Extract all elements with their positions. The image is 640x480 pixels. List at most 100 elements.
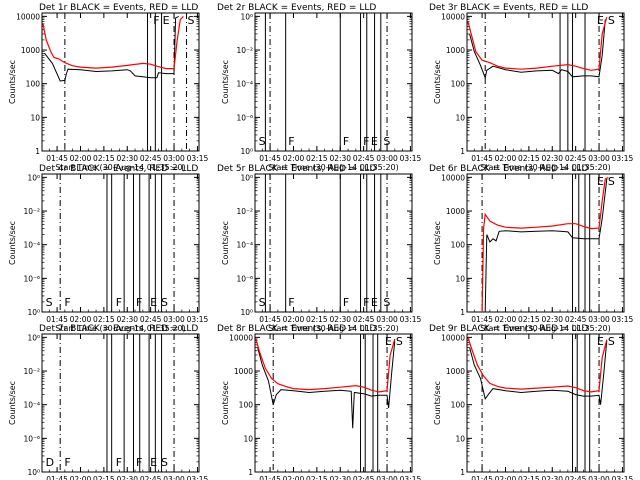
- y-tick-label: 1000: [446, 367, 465, 376]
- y-tick-label: 10: [455, 274, 465, 283]
- y-tick-label: 10000: [441, 173, 465, 182]
- events-series-line: [469, 340, 608, 405]
- x-tick-label: 02:30: [541, 475, 563, 480]
- panel-3: Det 3r BLACK = Events, RED = LLD 1 10 100 10…: [429, 3, 633, 172]
- y-tick-label: 10⁻²: [236, 207, 253, 216]
- y-tick-label: 100: [451, 80, 466, 89]
- flag-label: F: [363, 135, 369, 148]
- flag-label: F: [116, 456, 122, 469]
- x-tick-label: 02:15: [518, 475, 540, 480]
- x-tick-label: 03:15: [187, 154, 209, 163]
- x-tick-label: 03:00: [588, 315, 610, 324]
- x-tick-label: 02:30: [329, 475, 351, 480]
- x-tick-label: 01:45: [259, 315, 281, 324]
- x-tick-label: 03:00: [588, 475, 610, 480]
- x-tick-label: 03:15: [612, 154, 634, 163]
- panel-1: Det 1r BLACK = Events, RED = LLD 1 10 100 10…: [8, 3, 208, 172]
- x-axis-label: Start Time (30-Aug-14 01:35:20): [55, 163, 186, 172]
- x-tick-label: 03:15: [400, 154, 422, 163]
- y-tick-label: 10: [455, 113, 465, 122]
- y-axis-label: Counts/sec: [8, 381, 17, 425]
- x-tick-label: 02:45: [140, 475, 162, 480]
- x-tick-label: 03:00: [376, 475, 398, 480]
- panel-5: Det 5r BLACK = Events, RED = LLD10⁰10⁻⁶1…: [217, 164, 421, 333]
- x-tick-label: 02:45: [565, 475, 587, 480]
- x-tick-label: 02:00: [495, 475, 517, 480]
- flag-label: E: [385, 335, 392, 348]
- y-tick-label: 10⁰: [240, 12, 253, 21]
- y-tick-label: 10⁻⁴: [23, 401, 40, 410]
- x-tick-label: 02:30: [116, 315, 138, 324]
- flag-label: E: [597, 335, 604, 348]
- plot-frame: [254, 333, 413, 473]
- y-tick-label: 10000: [441, 333, 465, 342]
- x-tick-label: 02:00: [283, 475, 305, 480]
- y-tick-label: 1: [460, 308, 465, 317]
- x-tick-label: 02:00: [70, 475, 92, 480]
- flag-label: S: [259, 296, 266, 309]
- y-tick-label: 10⁰: [240, 173, 253, 182]
- x-tick-label: 02:00: [495, 154, 517, 163]
- y-tick-label: 10: [455, 434, 465, 443]
- flag-label: S: [608, 14, 615, 27]
- panel-title: Det 4r BLACK = Events, RED = LLD: [39, 164, 198, 174]
- flag-label: S: [46, 296, 53, 309]
- y-tick-label: 10⁻⁶: [236, 274, 253, 283]
- x-tick-label: 02:30: [329, 315, 351, 324]
- panel-8: Det 8r BLACK = Events, RED = LLD 1 10 100 10…: [217, 324, 421, 480]
- x-tick-label: 01:45: [471, 154, 493, 163]
- y-tick-label: 100: [26, 80, 41, 89]
- flag-label: F: [343, 296, 349, 309]
- x-tick-label: 01:45: [46, 475, 68, 480]
- x-tick-label: 02:15: [306, 154, 328, 163]
- x-tick-label: 02:30: [541, 154, 563, 163]
- y-axis-label: Counts/sec: [8, 221, 17, 265]
- x-tick-label: 02:15: [306, 475, 328, 480]
- x-tick-label: 03:00: [163, 475, 185, 480]
- y-axis-label: Counts/sec: [221, 381, 230, 425]
- x-tick-label: 01:45: [471, 475, 493, 480]
- events-series-line: [44, 15, 179, 82]
- y-tick-label: 1: [248, 468, 253, 477]
- flag-label: E: [150, 296, 157, 309]
- y-tick-label: 10⁻⁴: [236, 241, 253, 250]
- flag-label: S: [608, 175, 615, 188]
- y-axis-label: Counts/sec: [221, 60, 230, 104]
- y-axis-label: Counts/sec: [8, 60, 17, 104]
- x-tick-label: 02:30: [116, 475, 138, 480]
- x-tick-label: 02:15: [518, 315, 540, 324]
- plot-frame: [41, 333, 200, 473]
- x-tick-label: 03:15: [400, 475, 422, 480]
- y-tick-label: 1000: [446, 46, 465, 55]
- panel-9: Det 9r BLACK = Events, RED = LLD 1 10 100 10…: [429, 324, 633, 480]
- x-tick-label: 03:00: [163, 154, 185, 163]
- plot-frame: [254, 173, 413, 313]
- y-tick-label: 10⁰: [240, 147, 253, 156]
- flag-label: F: [288, 296, 294, 309]
- x-tick-label: 03:00: [588, 154, 610, 163]
- panel-7: Det 7r BLACK = Events, RED = LLD10⁰10⁻⁶1…: [8, 324, 208, 480]
- y-tick-label: 100: [239, 401, 254, 410]
- lld-series-line: [481, 176, 609, 313]
- x-tick-label: 02:00: [495, 315, 517, 324]
- y-tick-label: 10⁻⁶: [236, 113, 253, 122]
- x-tick-label: 02:15: [306, 315, 328, 324]
- flag-label: F: [116, 296, 122, 309]
- x-tick-label: 03:00: [376, 154, 398, 163]
- flag-label: S: [188, 14, 195, 27]
- y-tick-label: 1000: [446, 207, 465, 216]
- flag-label: F: [136, 296, 142, 309]
- x-tick-label: 02:00: [70, 315, 92, 324]
- x-tick-label: 03:15: [400, 315, 422, 324]
- x-tick-label: 01:45: [259, 154, 281, 163]
- flag-label: E: [371, 296, 378, 309]
- y-tick-label: 10⁻²: [23, 367, 40, 376]
- plot-frame: [41, 12, 200, 152]
- y-tick-label: 10⁰: [240, 308, 253, 317]
- panel-2: Det 2r BLACK = Events, RED = LLD10⁰10⁻⁶1…: [217, 3, 421, 172]
- x-tick-label: 02:15: [93, 475, 115, 480]
- y-tick-label: 10: [30, 113, 40, 122]
- x-tick-label: 02:45: [353, 154, 375, 163]
- x-tick-label: 02:45: [140, 154, 162, 163]
